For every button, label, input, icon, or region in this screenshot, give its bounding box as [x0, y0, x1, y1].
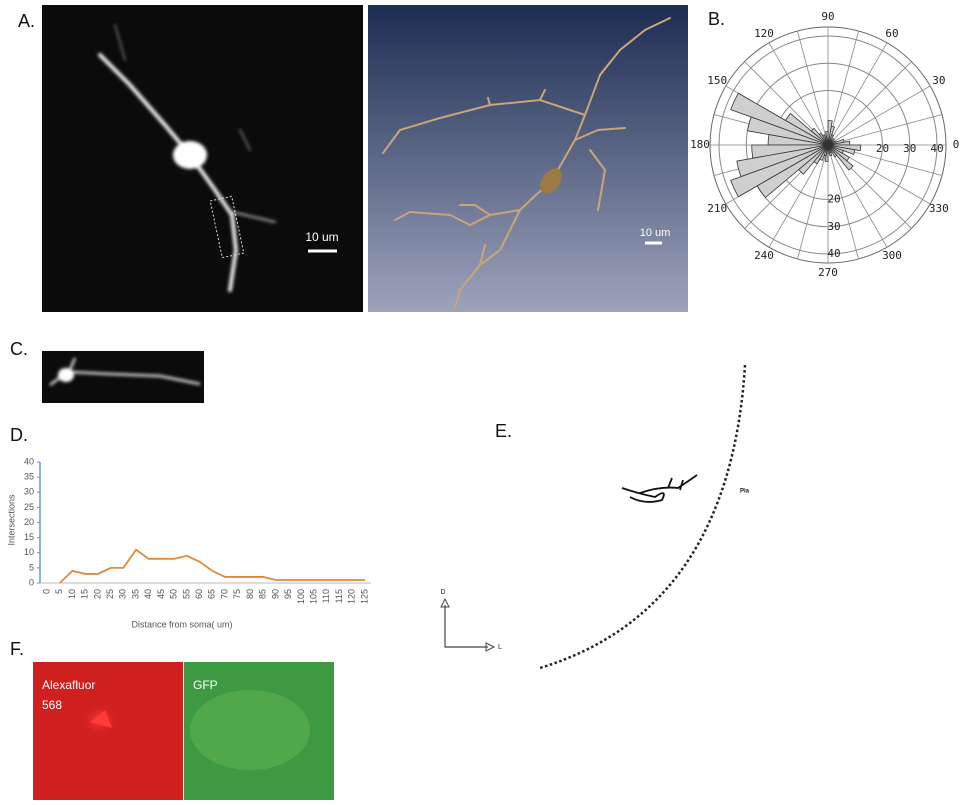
x-tick-label: 100: [296, 589, 306, 604]
position-schematic: Pia D L: [440, 365, 749, 668]
figure: A. B. C. D. E. F. 10 um 10 um: [0, 0, 967, 800]
panel-label: C.: [10, 339, 28, 359]
y-tick-label: 0: [29, 577, 34, 587]
x-tick-label: 40: [143, 589, 153, 599]
neuron-reconstruction: 10 um: [368, 5, 688, 312]
angle-tick-label: 120: [754, 27, 774, 40]
y-axis-label: Intersections: [6, 494, 16, 546]
x-tick-label: 25: [105, 589, 115, 599]
angle-tick-label: 150: [707, 74, 727, 87]
y-tick-label: 5: [29, 562, 34, 572]
x-tick-label: 80: [245, 589, 255, 599]
x-tick-label: 120: [347, 589, 357, 604]
x-tick-label: 55: [181, 589, 191, 599]
angle-tick-label: 300: [882, 249, 902, 262]
x-tick-label: 70: [219, 589, 229, 599]
panel-label: E.: [495, 421, 512, 441]
axis-label: D: [440, 589, 445, 596]
y-tick-label: 25: [24, 502, 34, 512]
micrograph-fluorescence: 10 um: [42, 5, 363, 312]
angle-tick-label: 180: [690, 138, 710, 151]
angle-tick-label: 240: [754, 249, 774, 262]
radial-tick-label: 20: [827, 193, 840, 206]
angle-tick-label: 0: [953, 138, 960, 151]
x-tick-label: 45: [156, 589, 166, 599]
x-tick-label: 50: [169, 589, 179, 599]
x-tick-label: 5: [54, 589, 64, 594]
panel-label: B.: [708, 9, 725, 29]
x-tick-label: 60: [194, 589, 204, 599]
x-tick-label: 75: [232, 589, 242, 599]
panel-label: F.: [10, 639, 24, 659]
sholl-chart: Intersections Distance from soma( um) 05…: [6, 456, 371, 629]
scale-bar-label: 10 um: [640, 227, 671, 239]
x-tick-label: 30: [118, 589, 128, 599]
y-tick-label: 10: [24, 547, 34, 557]
y-tick-label: 20: [24, 517, 34, 527]
x-tick-label: 0: [41, 589, 51, 594]
x-tick-label: 115: [334, 589, 344, 603]
x-tick-label: 125: [359, 589, 369, 604]
radial-tick-label: 40: [827, 247, 840, 260]
angle-tick-label: 270: [818, 266, 838, 279]
data-line: [60, 550, 365, 583]
image-label: 568: [42, 698, 62, 712]
angle-tick-label: 210: [707, 202, 727, 215]
dendrite-crop: [42, 351, 204, 403]
x-tick-label: 65: [207, 589, 217, 599]
image-label: Alexafluor: [42, 678, 95, 692]
y-tick-label: 40: [24, 456, 34, 466]
angle-tick-label: 60: [885, 27, 898, 40]
panel-label: D.: [10, 425, 28, 445]
x-tick-label: 85: [258, 589, 268, 599]
radial-tick-label: 30: [903, 142, 916, 155]
axis-label: L: [498, 644, 502, 651]
pia-label: Pia: [740, 489, 750, 495]
rose-plot: 2020303040409060300330300270240210180150…: [690, 10, 959, 279]
angle-tick-label: 90: [821, 10, 834, 23]
y-tick-label: 30: [24, 487, 34, 497]
staining-images: Alexafluor 568 GFP: [33, 662, 334, 800]
y-tick-label: 35: [24, 472, 34, 482]
x-tick-label: 15: [80, 589, 90, 599]
x-tick-label: 10: [67, 589, 77, 599]
x-tick-label: 110: [321, 589, 331, 603]
y-tick-label: 15: [24, 532, 34, 542]
x-tick-label: 90: [270, 589, 280, 599]
x-tick-label: 95: [283, 589, 293, 599]
image-label: GFP: [193, 678, 218, 692]
angle-tick-label: 330: [929, 202, 949, 215]
x-tick-label: 20: [92, 589, 102, 599]
x-tick-label: 105: [308, 589, 318, 604]
x-tick-label: 35: [130, 589, 140, 599]
radial-tick-label: 20: [876, 142, 889, 155]
panel-label: A.: [18, 11, 35, 31]
angle-tick-label: 30: [932, 74, 945, 87]
x-axis-label: Distance from soma( um): [131, 619, 232, 629]
scale-bar-label: 10 um: [305, 230, 338, 244]
radial-tick-label: 40: [930, 142, 943, 155]
radial-tick-label: 30: [827, 220, 840, 233]
